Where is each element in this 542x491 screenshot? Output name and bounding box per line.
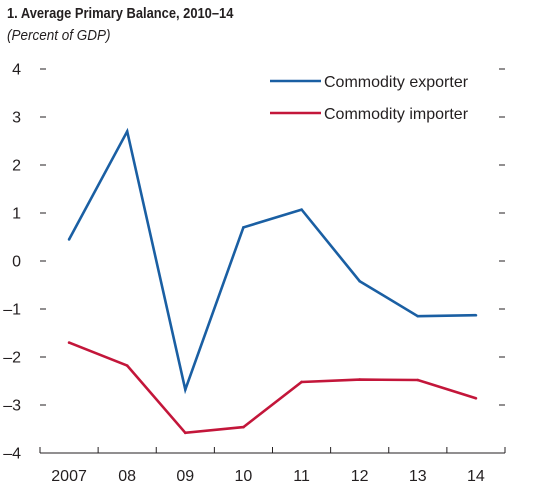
x-tick-label: 12	[351, 468, 369, 485]
x-tick-label: 14	[467, 468, 485, 485]
x-tick-label: 09	[176, 468, 194, 485]
data-point-commodity-exporter	[125, 130, 129, 133]
data-point-commodity-exporter	[300, 208, 303, 211]
data-point-commodity-importer	[242, 425, 245, 429]
x-tick-label: 11	[293, 468, 310, 485]
data-point-commodity-exporter	[184, 388, 187, 391]
x-tick-label: 2007	[51, 468, 87, 485]
data-point-commodity-exporter	[67, 238, 71, 241]
data-point-commodity-importer	[358, 378, 361, 381]
y-tick-label: –2	[3, 350, 21, 367]
data-point-commodity-importer	[474, 396, 478, 400]
data-point-commodity-importer	[416, 378, 420, 382]
data-point-commodity-exporter	[416, 314, 420, 318]
y-tick-label: –1	[3, 302, 21, 319]
data-point-commodity-exporter	[242, 226, 245, 229]
y-tick-label: 0	[12, 254, 21, 271]
legend-label: Commodity importer	[324, 106, 469, 123]
y-tick-label: –4	[3, 446, 21, 463]
data-point-commodity-importer	[67, 341, 71, 344]
data-point-commodity-importer	[184, 431, 187, 435]
data-point-commodity-importer	[300, 380, 303, 384]
data-point-commodity-exporter	[474, 313, 478, 317]
series-line-commodity-importer	[68, 341, 477, 435]
chart-title: 1. Average Primary Balance, 2010–14	[7, 5, 234, 22]
y-tick-label: 4	[12, 62, 21, 79]
y-tick-label: –3	[3, 398, 21, 415]
y-tick-label: 2	[12, 158, 21, 175]
data-point-commodity-importer	[125, 364, 129, 367]
x-tick-label: 13	[409, 468, 427, 485]
y-tick-label: 1	[12, 206, 21, 223]
x-tick-label: 10	[235, 468, 253, 485]
data-point-commodity-exporter	[358, 279, 361, 283]
chart-subtitle: (Percent of GDP)	[7, 27, 111, 44]
y-tick-label: 3	[12, 110, 21, 127]
legend-label: Commodity exporter	[324, 74, 469, 91]
series-line-commodity-exporter	[67, 127, 476, 395]
x-tick-label: 08	[118, 468, 136, 485]
